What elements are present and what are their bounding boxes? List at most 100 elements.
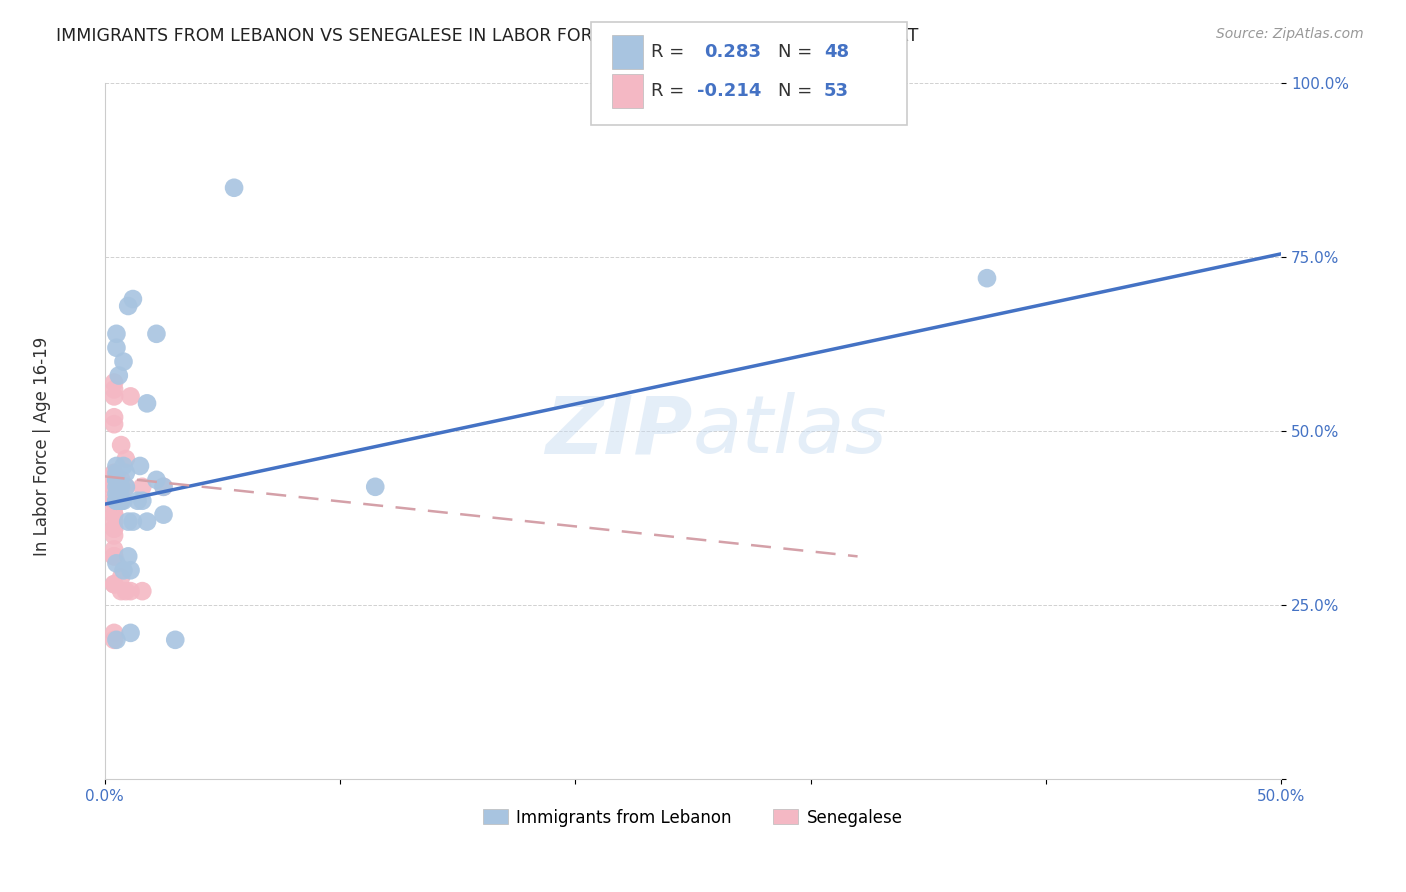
Point (103, 466, 125, 480)
Point (107, 473, 129, 487)
Point (105, 466, 128, 480)
Point (122, 515, 145, 529)
Point (103, 577, 125, 591)
Point (103, 549, 125, 564)
Point (165, 632, 187, 647)
Point (103, 542, 125, 557)
Point (103, 473, 125, 487)
Point (110, 493, 132, 508)
Point (122, 292, 145, 306)
Point (103, 480, 125, 494)
Point (103, 480, 125, 494)
Point (105, 341, 128, 355)
Point (112, 493, 135, 508)
Point (105, 493, 128, 508)
Point (103, 473, 125, 487)
Point (103, 480, 125, 494)
Point (103, 466, 125, 480)
Point (105, 473, 128, 487)
Point (107, 480, 129, 494)
Point (103, 522, 125, 536)
Point (103, 383, 125, 397)
Point (103, 528, 125, 542)
Text: In Labor Force | Age 16-19: In Labor Force | Age 16-19 (34, 336, 51, 556)
Point (115, 480, 138, 494)
Point (145, 326, 167, 341)
Point (976, 271, 998, 285)
Point (152, 480, 174, 494)
Legend: Immigrants from Lebanon, Senegalese: Immigrants from Lebanon, Senegalese (477, 802, 910, 833)
Point (105, 326, 128, 341)
Point (110, 493, 132, 508)
Point (103, 417, 125, 432)
Point (103, 480, 125, 494)
Text: ZIP: ZIP (546, 392, 693, 470)
Point (136, 515, 159, 529)
Point (105, 473, 128, 487)
Text: N =: N = (778, 43, 817, 61)
Point (103, 632, 125, 647)
Point (152, 508, 174, 522)
Point (110, 584, 132, 599)
Text: Source: ZipAtlas.com: Source: ZipAtlas.com (1216, 27, 1364, 41)
Point (120, 584, 142, 599)
Point (131, 584, 153, 599)
Point (105, 632, 128, 647)
Point (112, 563, 135, 577)
Point (103, 493, 125, 508)
Point (103, 493, 125, 508)
Point (103, 480, 125, 494)
Point (115, 584, 138, 599)
Point (103, 549, 125, 564)
Point (103, 515, 125, 529)
Point (110, 493, 132, 508)
Point (131, 493, 153, 508)
Point (103, 473, 125, 487)
Point (110, 570, 132, 584)
Point (152, 480, 174, 494)
Point (120, 563, 142, 577)
Text: R =: R = (651, 43, 696, 61)
Point (107, 480, 129, 494)
Point (115, 480, 138, 494)
Point (127, 493, 149, 508)
Point (112, 458, 135, 473)
Point (103, 508, 125, 522)
Text: -0.214: -0.214 (697, 82, 762, 100)
Point (103, 487, 125, 501)
Point (105, 487, 128, 501)
Point (364, 480, 387, 494)
Point (105, 493, 128, 508)
Text: 53: 53 (824, 82, 849, 100)
Point (145, 473, 167, 487)
Text: 0.283: 0.283 (704, 43, 762, 61)
Point (110, 473, 132, 487)
Point (117, 549, 139, 564)
Point (120, 389, 142, 403)
Point (103, 493, 125, 508)
Text: atlas: atlas (693, 392, 887, 470)
Point (103, 410, 125, 425)
Point (136, 396, 159, 410)
Point (120, 625, 142, 640)
Point (103, 473, 125, 487)
Point (110, 493, 132, 508)
Point (103, 577, 125, 591)
Point (112, 354, 135, 368)
Point (110, 480, 132, 494)
Point (129, 458, 152, 473)
Text: N =: N = (778, 82, 817, 100)
Point (105, 473, 128, 487)
Point (105, 480, 128, 494)
Point (103, 473, 125, 487)
Point (103, 508, 125, 522)
Point (103, 625, 125, 640)
Text: 48: 48 (824, 43, 849, 61)
Text: R =: R = (651, 82, 690, 100)
Point (115, 466, 138, 480)
Point (117, 299, 139, 313)
Point (103, 500, 125, 515)
Point (103, 493, 125, 508)
Point (117, 515, 139, 529)
Point (110, 438, 132, 452)
